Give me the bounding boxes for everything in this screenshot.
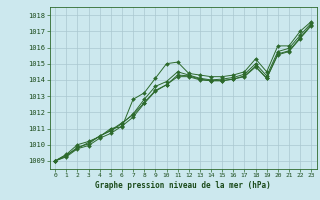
- X-axis label: Graphe pression niveau de la mer (hPa): Graphe pression niveau de la mer (hPa): [95, 181, 271, 190]
